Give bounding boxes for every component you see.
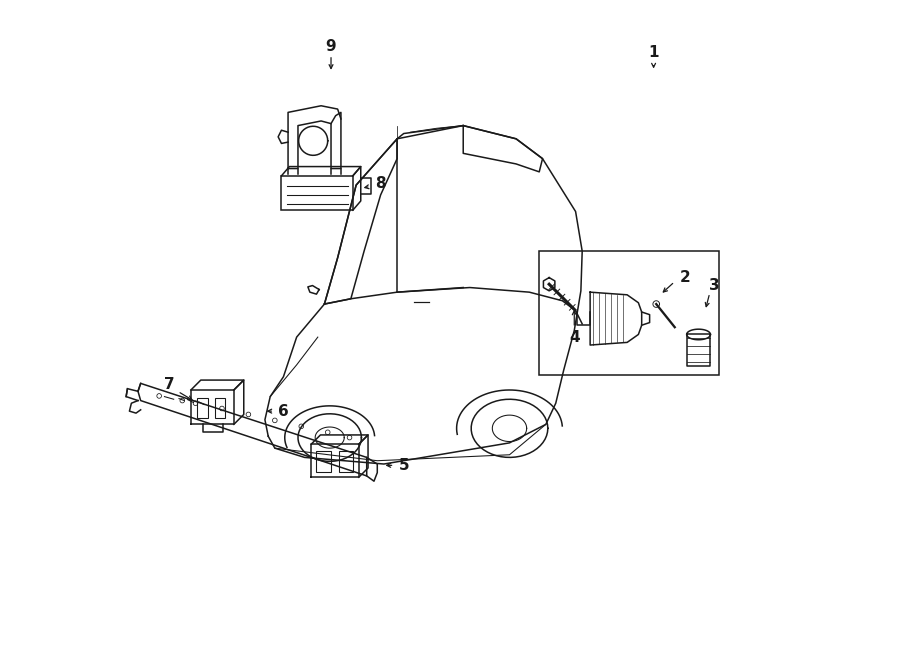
Text: 8: 8 [375,176,386,191]
Text: 7: 7 [164,377,175,392]
Bar [197,398,208,418]
Bar [282,176,353,210]
Text: 4: 4 [569,330,580,344]
Text: 3: 3 [709,278,720,293]
Text: 5: 5 [399,458,409,473]
Bar [539,251,719,375]
Text: 1: 1 [648,46,659,60]
Text: 6: 6 [278,404,289,418]
Text: 9: 9 [326,39,337,54]
Bar [317,451,331,472]
Bar [215,398,225,418]
Text: 2: 2 [680,270,690,285]
Bar [339,451,354,472]
